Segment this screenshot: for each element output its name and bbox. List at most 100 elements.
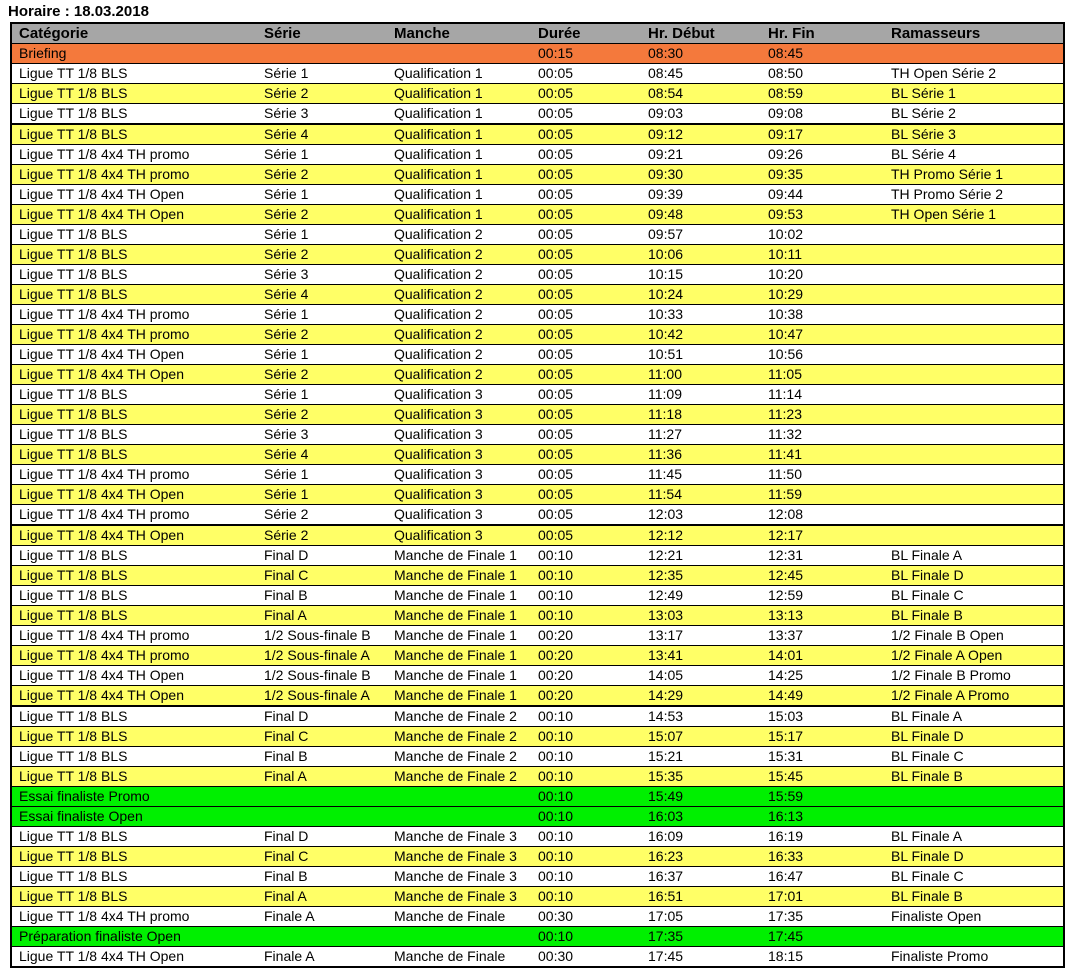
cell-serie: Série 2	[257, 504, 387, 525]
cell-fin: 16:19	[761, 826, 884, 847]
table-row: Ligue TT 1/8 4x4 TH promo 1/2 Sous-finale…	[11, 625, 1064, 646]
cell-debut: 08:54	[641, 83, 761, 104]
cell-serie: Final A	[257, 605, 387, 626]
cell-debut: 10:06	[641, 244, 761, 265]
cell-fin: 11:14	[761, 384, 884, 405]
cell-ramasseurs: TH Open Série 2	[884, 63, 1064, 84]
cell-serie: Série 2	[257, 524, 387, 546]
cell-ramasseurs	[884, 244, 1064, 265]
cell-duree: 00:05	[531, 284, 641, 305]
cell-debut: 15:49	[641, 786, 761, 807]
cell-fin: 08:59	[761, 83, 884, 104]
cell-ramasseurs: BL Finale C	[884, 585, 1064, 606]
cell-ramasseurs: BL Série 1	[884, 83, 1064, 104]
cell-debut: 17:05	[641, 906, 761, 927]
cell-serie: Final C	[257, 565, 387, 586]
table-row: Ligue TT 1/8 4x4 TH promo Série 1 Qualific…	[11, 304, 1064, 325]
cell-ramasseurs: BL Finale D	[884, 726, 1064, 747]
cell-categorie: Ligue TT 1/8 4x4 TH promo	[11, 645, 257, 666]
cell-categorie: Ligue TT 1/8 BLS	[11, 866, 257, 887]
cell-manche: Qualification 1	[387, 144, 531, 165]
cell-duree: 00:05	[531, 224, 641, 245]
cell-serie: Final B	[257, 746, 387, 767]
cell-fin: 14:25	[761, 665, 884, 686]
cell-fin: 15:59	[761, 786, 884, 807]
cell-serie: Série 1	[257, 464, 387, 485]
cell-duree: 00:05	[531, 63, 641, 84]
cell-manche: Manche de Finale 1	[387, 545, 531, 566]
cell-manche: Manche de Finale 1	[387, 585, 531, 606]
cell-manche: Qualification 3	[387, 484, 531, 505]
table-row: Essai finaliste Open 00:10 16:03 16:13	[11, 806, 1064, 827]
cell-debut: 09:30	[641, 164, 761, 185]
cell-debut: 12:35	[641, 565, 761, 586]
cell-fin: 11:05	[761, 364, 884, 385]
cell-serie: Série 1	[257, 144, 387, 165]
column-header-hr-fin: Hr. Fin	[761, 23, 884, 44]
cell-debut: 08:30	[641, 43, 761, 64]
cell-categorie: Ligue TT 1/8 BLS	[11, 886, 257, 907]
cell-serie: Final D	[257, 705, 387, 727]
cell-duree: 00:10	[531, 786, 641, 807]
cell-duree: 00:10	[531, 726, 641, 747]
header-row: Catégorie Série Manche Durée Hr. Début H…	[11, 23, 1064, 44]
cell-fin: 13:13	[761, 605, 884, 626]
table-row: Ligue TT 1/8 BLS Série 2 Qualification 2 00…	[11, 244, 1064, 265]
cell-categorie: Ligue TT 1/8 4x4 TH Open	[11, 204, 257, 225]
cell-debut: 10:51	[641, 344, 761, 365]
cell-duree: 00:10	[531, 886, 641, 907]
cell-ramasseurs	[884, 464, 1064, 485]
cell-manche: Qualification 2	[387, 344, 531, 365]
cell-serie: Série 1	[257, 344, 387, 365]
cell-fin: 09:26	[761, 144, 884, 165]
cell-serie	[257, 43, 387, 64]
cell-categorie: Ligue TT 1/8 BLS	[11, 585, 257, 606]
cell-fin: 12:08	[761, 504, 884, 525]
cell-debut: 13:03	[641, 605, 761, 626]
table-row: Ligue TT 1/8 BLS Final A Manche de Finale …	[11, 766, 1064, 787]
cell-debut: 15:07	[641, 726, 761, 747]
cell-fin: 10:47	[761, 324, 884, 345]
cell-serie: Série 1	[257, 63, 387, 84]
cell-debut: 12:21	[641, 545, 761, 566]
cell-serie: Finale A	[257, 906, 387, 927]
cell-ramasseurs: BL Finale C	[884, 746, 1064, 767]
cell-debut: 11:18	[641, 404, 761, 425]
cell-ramasseurs: TH Promo Série 1	[884, 164, 1064, 185]
cell-fin: 10:29	[761, 284, 884, 305]
cell-serie: Final C	[257, 846, 387, 867]
cell-duree: 00:30	[531, 906, 641, 927]
cell-debut: 10:15	[641, 264, 761, 285]
cell-duree: 00:10	[531, 705, 641, 727]
table-row: Ligue TT 1/8 BLS Série 3 Qualification 3 00…	[11, 424, 1064, 445]
table-row: Ligue TT 1/8 BLS Final C Manche de Finale …	[11, 846, 1064, 867]
cell-categorie: Ligue TT 1/8 4x4 TH promo	[11, 625, 257, 646]
cell-duree: 00:20	[531, 685, 641, 706]
cell-ramasseurs: TH Promo Série 2	[884, 184, 1064, 205]
cell-manche: Manche de Finale 2	[387, 766, 531, 787]
cell-fin: 09:53	[761, 204, 884, 225]
cell-debut: 12:12	[641, 524, 761, 546]
cell-ramasseurs: 1/2 Finale A Promo	[884, 685, 1064, 706]
cell-categorie: Ligue TT 1/8 BLS	[11, 846, 257, 867]
cell-debut: 08:45	[641, 63, 761, 84]
table-row: Ligue TT 1/8 4x4 TH Open 1/2 Sous-finale …	[11, 685, 1064, 706]
table-row: Ligue TT 1/8 4x4 TH Open 1/2 Sous-finale …	[11, 665, 1064, 686]
table-row: Ligue TT 1/8 BLS Final B Manche de Finale …	[11, 866, 1064, 887]
table-row: Ligue TT 1/8 4x4 TH promo Série 2 Qualific…	[11, 504, 1064, 525]
cell-fin: 16:33	[761, 846, 884, 867]
cell-ramasseurs: 1/2 Finale A Open	[884, 645, 1064, 666]
cell-fin: 10:20	[761, 264, 884, 285]
table-row: Ligue TT 1/8 BLS Final B Manche de Finale …	[11, 746, 1064, 767]
cell-categorie: Briefing	[11, 43, 257, 64]
table-row: Ligue TT 1/8 4x4 TH Open Série 2 Qualifica…	[11, 524, 1064, 546]
cell-manche: Qualification 3	[387, 464, 531, 485]
cell-debut: 11:27	[641, 424, 761, 445]
cell-ramasseurs	[884, 284, 1064, 305]
table-row: Ligue TT 1/8 BLS Final A Manche de Finale …	[11, 605, 1064, 626]
cell-manche: Qualification 1	[387, 204, 531, 225]
cell-fin: 11:41	[761, 444, 884, 465]
cell-serie: 1/2 Sous-finale A	[257, 685, 387, 706]
cell-duree: 00:05	[531, 484, 641, 505]
cell-debut: 11:00	[641, 364, 761, 385]
